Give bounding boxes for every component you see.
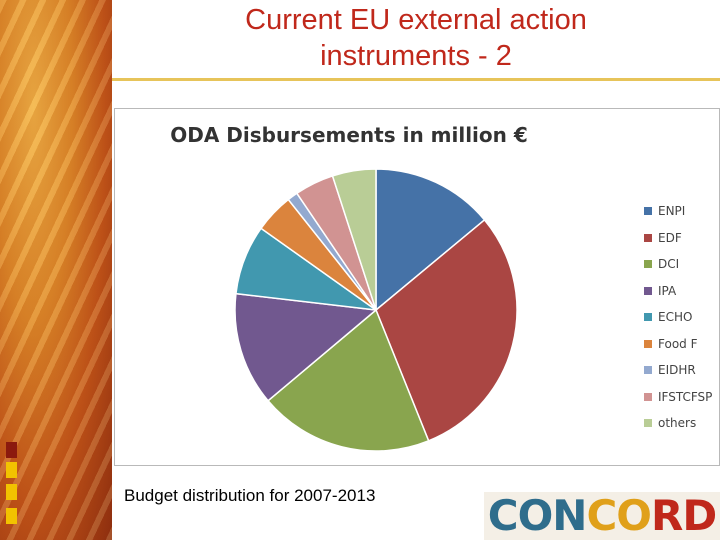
legend-label: ECHO bbox=[658, 310, 693, 325]
concord-logo: CONCORD bbox=[484, 492, 720, 540]
legend-swatch bbox=[644, 286, 652, 295]
legend-swatch bbox=[644, 313, 652, 322]
pie-slice-edf bbox=[375, 218, 518, 442]
sidebar-square-3 bbox=[6, 484, 17, 500]
pie-slice-enpi bbox=[375, 168, 486, 312]
legend-label: DCI bbox=[658, 257, 680, 272]
pie-slice-ipa bbox=[234, 292, 378, 402]
legend-item: others bbox=[644, 410, 712, 437]
sidebar-square-4 bbox=[6, 508, 17, 524]
legend-swatch bbox=[644, 366, 652, 375]
pie-chart bbox=[234, 168, 518, 452]
legend-label: EDF bbox=[658, 230, 682, 245]
chart-title: ODA Disbursements in million € bbox=[170, 123, 528, 147]
legend-label: IPA bbox=[658, 283, 677, 298]
chart-legend: ENPI EDF DCI IPA ECHO Food F EIDHR IFSTCFSP othe… bbox=[644, 198, 712, 437]
sidebar-square-2 bbox=[6, 462, 17, 478]
legend-item: Food F bbox=[644, 331, 712, 358]
legend-label: IFSTCFSP bbox=[658, 389, 713, 404]
legend-item: ENPI bbox=[644, 198, 712, 225]
legend-item: EDF bbox=[644, 225, 712, 252]
legend-item: EIDHR bbox=[644, 357, 712, 384]
pie-slice-dci bbox=[267, 308, 430, 452]
slide-title-line2: instruments - 2 bbox=[320, 40, 512, 72]
decorative-sidebar bbox=[0, 0, 112, 540]
legend-swatch bbox=[644, 260, 652, 269]
legend-label: others bbox=[658, 416, 697, 431]
legend-label: EIDHR bbox=[658, 363, 696, 378]
slide-title: Current EU external action instruments -… bbox=[112, 2, 720, 74]
slide-title-line1: Current EU external action bbox=[245, 4, 587, 36]
legend-item: IPA bbox=[644, 278, 712, 305]
legend-swatch bbox=[644, 392, 652, 401]
legend-swatch bbox=[644, 207, 652, 216]
legend-label: Food F bbox=[658, 336, 698, 351]
legend-swatch bbox=[644, 233, 652, 242]
legend-label: ENPI bbox=[658, 204, 686, 219]
sidebar-square-1 bbox=[6, 442, 17, 458]
title-underline bbox=[112, 78, 720, 81]
slide-caption: Budget distribution for 2007-2013 bbox=[124, 486, 376, 505]
legend-swatch bbox=[644, 419, 652, 428]
legend-swatch bbox=[644, 339, 652, 348]
legend-item: ECHO bbox=[644, 304, 712, 331]
legend-item: IFSTCFSP bbox=[644, 384, 712, 411]
pie-slice-others bbox=[331, 168, 377, 311]
legend-item: DCI bbox=[644, 251, 712, 278]
